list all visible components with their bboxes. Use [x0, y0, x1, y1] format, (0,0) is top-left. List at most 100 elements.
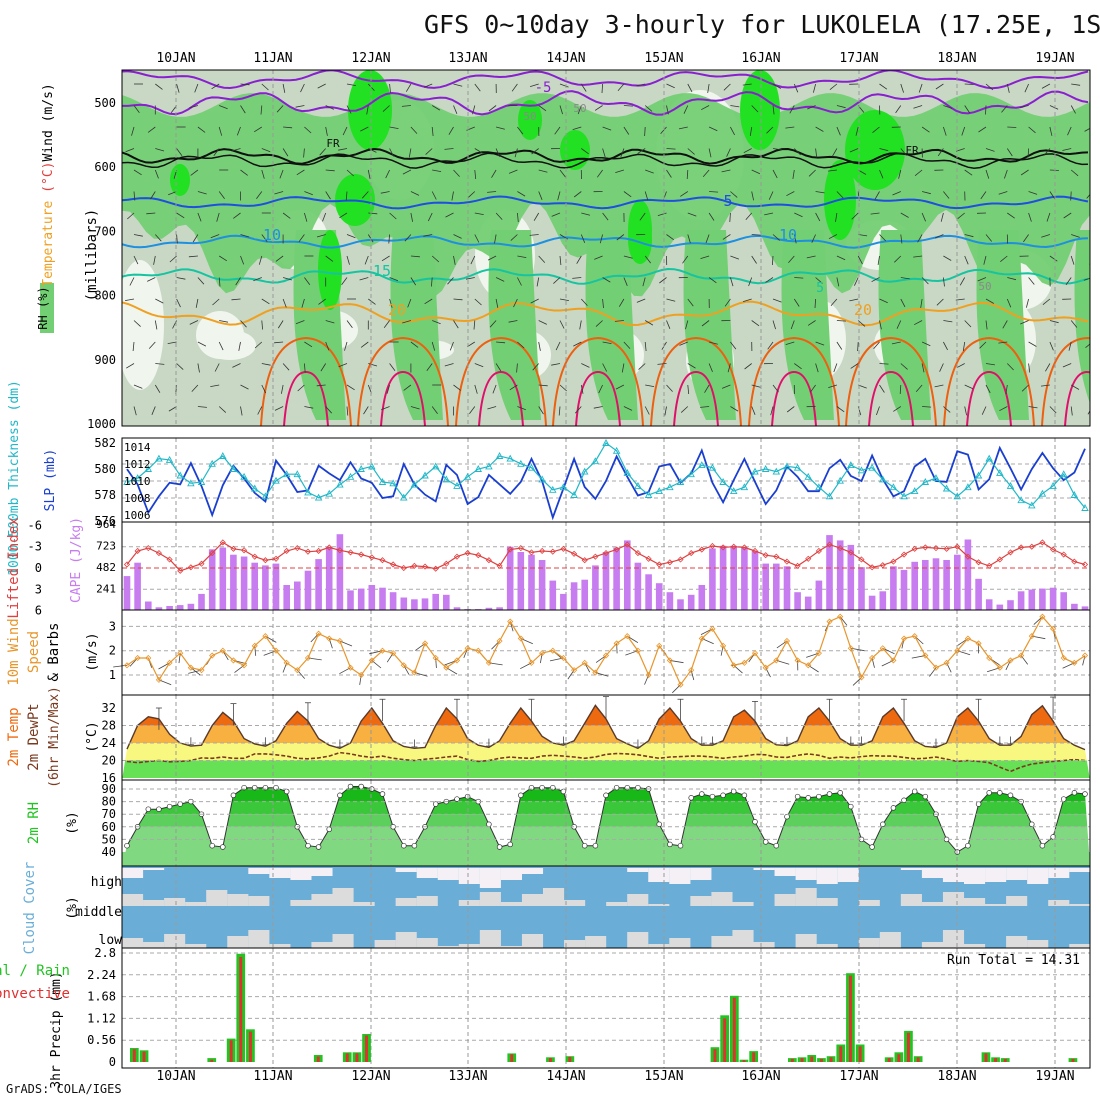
upper-wind-barb — [772, 255, 774, 266]
cape-bar — [325, 546, 333, 610]
wind-speed-point — [230, 657, 237, 664]
lifted-index-point — [358, 551, 365, 558]
x-tick-bottom: 15JAN — [644, 1069, 683, 1084]
rh-legend-swatch — [40, 283, 54, 333]
upper-wind-barb — [964, 384, 974, 390]
upper-wind-barb — [189, 105, 199, 109]
upper-wind-barb — [1067, 126, 1072, 136]
upper-wind-barb — [602, 148, 606, 158]
rh2m-label: 2m RH — [26, 802, 42, 844]
upper-wind-barb — [1028, 341, 1037, 347]
contour-label: 5 — [816, 281, 824, 296]
upper-wind-barb — [1071, 384, 1080, 390]
cloud-level-label: middle — [75, 905, 122, 920]
upper-wind-barb — [559, 105, 563, 115]
lifted-index-point — [134, 547, 141, 555]
upper-wind-barb — [410, 212, 413, 222]
rh-band — [122, 801, 1090, 815]
upper-wind-barb — [154, 384, 161, 393]
wind-speed-point — [379, 647, 386, 654]
wind-speed-point — [1081, 652, 1089, 659]
thickness-point — [783, 462, 791, 470]
lifted-index-point — [251, 553, 258, 560]
cape-bar — [826, 535, 833, 610]
upper-wind-barb — [937, 148, 944, 157]
upper-wind-barb — [687, 234, 691, 244]
upper-wind-barb — [474, 148, 483, 154]
upper-wind-barb — [154, 320, 158, 330]
cloud-mid-gap — [500, 902, 522, 906]
cloud-high-gap — [521, 868, 544, 874]
lifted-index-point — [805, 555, 812, 562]
upper-wind-barb — [985, 148, 995, 152]
upper-wind-barb — [538, 320, 547, 325]
upper-wind-barb — [751, 169, 761, 175]
upper-wind-barb — [298, 234, 305, 242]
rh-point — [816, 793, 822, 800]
upper-wind-barb — [511, 83, 518, 92]
rh-low-region — [196, 311, 244, 359]
cloud-low-gap — [416, 938, 438, 948]
upper-wind-barb — [829, 83, 838, 91]
cloud-unit-label: (%) — [65, 896, 80, 919]
rh-point — [347, 783, 354, 790]
upper-wind-barb — [147, 277, 156, 282]
thickness-point — [368, 462, 376, 470]
upper-wind-barb — [623, 341, 631, 349]
upper-wind-barb — [431, 406, 438, 414]
upper-wind-barb — [304, 191, 313, 196]
upper-wind-barb — [666, 148, 676, 150]
upper-wind-barb — [218, 341, 224, 351]
cloud-high-gap — [143, 868, 165, 870]
cape-bar — [687, 594, 695, 610]
rh-tick-label: 70 — [102, 807, 116, 821]
wind-speed-point — [400, 662, 407, 669]
thickness-point — [304, 488, 312, 496]
rh-point — [837, 790, 843, 796]
wind-speed-point — [805, 662, 812, 669]
thickness-point — [602, 439, 610, 446]
thickness-point — [878, 475, 887, 483]
upper-wind-barb — [155, 298, 164, 304]
cloud-mid-gap — [290, 900, 312, 906]
upper-wind-barb — [197, 363, 200, 373]
upper-wind-barb — [240, 384, 249, 390]
upper-wind-barb — [445, 212, 454, 218]
thickness-tick-label: 580 — [94, 462, 116, 476]
thickness-point — [517, 459, 525, 467]
upper-wind-barb — [1070, 169, 1079, 177]
upper-wind-barb — [554, 126, 561, 135]
rh-point — [177, 801, 183, 807]
upper-wind-barb — [382, 105, 390, 112]
slp-series-line — [126, 445, 1086, 521]
upper-wind-barb — [857, 320, 866, 327]
cloud-low-gap — [143, 942, 165, 948]
upper-wind-barb — [1070, 406, 1073, 416]
upper-wind-barb — [389, 126, 399, 129]
upper-wind-barb — [943, 341, 948, 351]
upper-wind-barb — [304, 363, 306, 373]
upper-wind-barb — [538, 384, 548, 387]
temp-unit: (°C) — [41, 162, 56, 193]
upper-wind-barb — [985, 105, 987, 115]
upper-wind-barb — [765, 277, 774, 283]
wind-speed-point — [166, 659, 173, 666]
thickness-point — [219, 452, 227, 459]
thickness-point — [1059, 470, 1068, 478]
upper-wind-barb — [559, 169, 566, 178]
upper-wind-barb — [943, 406, 951, 413]
upper-wind-barb — [487, 406, 497, 410]
thickness-point — [1081, 504, 1089, 511]
thickness-point — [506, 454, 514, 462]
lifted-index-point — [1060, 551, 1067, 558]
upper-wind-barb — [853, 428, 858, 435]
upper-wind-barb — [339, 212, 348, 219]
upper-wind-barb — [964, 320, 972, 328]
upper-wind-barb — [254, 341, 263, 349]
x-tick-bottom: 13JAN — [448, 1069, 487, 1084]
rh-saturated-patch — [740, 70, 780, 150]
upper-wind-barb — [873, 341, 880, 350]
wind-speed-point — [219, 647, 226, 654]
rh-point — [773, 842, 780, 849]
wind-speed-point — [1050, 625, 1057, 632]
